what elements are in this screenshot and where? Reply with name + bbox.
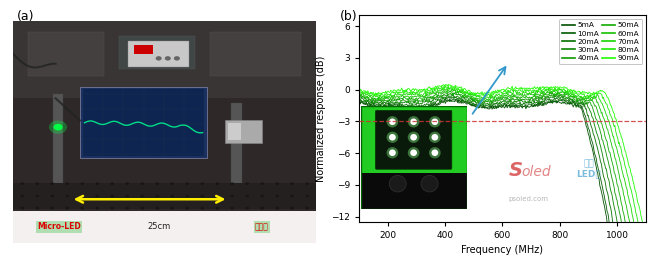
Circle shape: [36, 195, 39, 197]
Bar: [13, 183, 316, 209]
Circle shape: [185, 182, 189, 185]
Circle shape: [53, 124, 63, 131]
Circle shape: [125, 207, 129, 209]
Circle shape: [215, 182, 219, 185]
Circle shape: [51, 195, 54, 197]
Y-axis label: Normalized response (dB): Normalized response (dB): [316, 55, 326, 182]
Circle shape: [65, 207, 69, 209]
Circle shape: [185, 195, 189, 197]
Circle shape: [20, 182, 24, 185]
Text: (a): (a): [16, 10, 34, 23]
Circle shape: [275, 207, 279, 209]
Text: 搜搜
LED网: 搜搜 LED网: [576, 159, 601, 179]
Circle shape: [125, 182, 129, 185]
Circle shape: [165, 56, 171, 61]
Bar: [13, 212, 316, 243]
Text: (b): (b): [339, 10, 357, 23]
Circle shape: [275, 195, 279, 197]
Circle shape: [20, 207, 24, 209]
Circle shape: [51, 182, 54, 185]
Bar: [231, 103, 242, 187]
Circle shape: [171, 195, 174, 197]
Circle shape: [140, 182, 144, 185]
Circle shape: [200, 182, 204, 185]
Circle shape: [20, 195, 24, 197]
Bar: [129, 41, 189, 67]
Circle shape: [171, 182, 174, 185]
Circle shape: [291, 207, 294, 209]
Text: 25cm: 25cm: [147, 222, 170, 231]
Circle shape: [215, 207, 219, 209]
Circle shape: [305, 195, 309, 197]
X-axis label: Frequency (MHz): Frequency (MHz): [461, 245, 544, 255]
Circle shape: [174, 56, 180, 61]
Bar: [225, 120, 262, 143]
Circle shape: [156, 56, 161, 61]
FancyBboxPatch shape: [13, 21, 316, 243]
Circle shape: [80, 182, 84, 185]
Bar: [229, 123, 241, 140]
Circle shape: [291, 182, 294, 185]
Circle shape: [65, 195, 69, 197]
Bar: [80, 87, 207, 158]
Circle shape: [49, 120, 67, 134]
Bar: [222, 183, 252, 191]
Bar: [210, 32, 301, 76]
Circle shape: [156, 195, 159, 197]
Legend: 5mA, 10mA, 20mA, 30mA, 40mA, 50mA, 60mA, 70mA, 80mA, 90mA: 5mA, 10mA, 20mA, 30mA, 40mA, 50mA, 60mA,…: [559, 19, 642, 64]
Text: 接收端: 接收端: [255, 222, 269, 231]
Circle shape: [140, 207, 144, 209]
Bar: [53, 94, 63, 187]
Circle shape: [125, 195, 129, 197]
Circle shape: [80, 207, 84, 209]
Circle shape: [305, 182, 309, 185]
Text: oled: oled: [521, 165, 551, 180]
Circle shape: [171, 207, 174, 209]
Circle shape: [140, 195, 144, 197]
Circle shape: [185, 207, 189, 209]
Bar: [134, 45, 153, 54]
Circle shape: [200, 195, 204, 197]
Circle shape: [231, 207, 234, 209]
Circle shape: [156, 182, 159, 185]
Circle shape: [80, 195, 84, 197]
Circle shape: [231, 182, 234, 185]
Circle shape: [215, 195, 219, 197]
Circle shape: [291, 195, 294, 197]
Circle shape: [36, 182, 39, 185]
Circle shape: [245, 182, 249, 185]
Circle shape: [245, 207, 249, 209]
Circle shape: [305, 207, 309, 209]
Circle shape: [260, 195, 264, 197]
Text: S: S: [508, 162, 522, 181]
Circle shape: [96, 182, 99, 185]
Circle shape: [231, 195, 234, 197]
Circle shape: [65, 182, 69, 185]
Bar: [83, 90, 204, 156]
Circle shape: [260, 182, 264, 185]
Bar: [40, 183, 74, 191]
Circle shape: [111, 195, 114, 197]
Circle shape: [200, 207, 204, 209]
Circle shape: [96, 207, 99, 209]
Circle shape: [111, 207, 114, 209]
Circle shape: [36, 207, 39, 209]
Circle shape: [156, 207, 159, 209]
Circle shape: [245, 195, 249, 197]
Circle shape: [111, 182, 114, 185]
Bar: [13, 21, 316, 98]
Circle shape: [96, 195, 99, 197]
Bar: [28, 32, 104, 76]
Text: Micro-LED: Micro-LED: [37, 222, 80, 231]
Bar: [119, 36, 195, 69]
Circle shape: [275, 182, 279, 185]
Circle shape: [51, 207, 54, 209]
Circle shape: [260, 207, 264, 209]
Text: psoled.com: psoled.com: [508, 196, 548, 202]
